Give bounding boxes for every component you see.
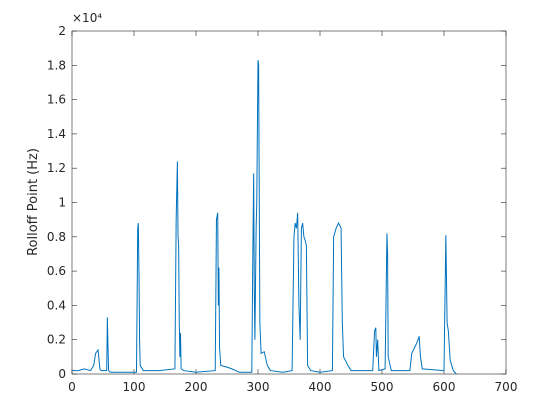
x-tick-label: 300 [247, 380, 270, 394]
x-tick-label: 700 [495, 380, 518, 394]
y-tick-label: 0.4 [47, 298, 66, 312]
y-tick-label: 1 [58, 196, 66, 210]
x-tick-label: 200 [185, 380, 208, 394]
y-tick-label: 2 [58, 24, 66, 38]
y-tick-label: 0.6 [47, 264, 66, 278]
x-tick-label: 0 [68, 380, 76, 394]
y-tick-label: 0.8 [47, 230, 66, 244]
y-tick-label: 0.2 [47, 333, 66, 347]
x-tick-label: 600 [433, 380, 456, 394]
x-tick-label: 400 [309, 380, 332, 394]
y-tick-label: 1.6 [47, 93, 66, 107]
y-tick-label: 1.8 [47, 58, 66, 72]
data-line [72, 60, 457, 375]
y-exponent-label: ×10⁴ [72, 11, 102, 25]
x-tick-label: 500 [371, 380, 394, 394]
y-tick-label: 1.4 [47, 127, 66, 141]
plot-area [71, 30, 507, 375]
y-tick-label: 0 [58, 367, 66, 381]
y-tick-label: 1.2 [47, 161, 66, 175]
x-tick-label: 100 [123, 380, 146, 394]
y-axis-label: Rolloff Point (Hz) [26, 148, 41, 256]
